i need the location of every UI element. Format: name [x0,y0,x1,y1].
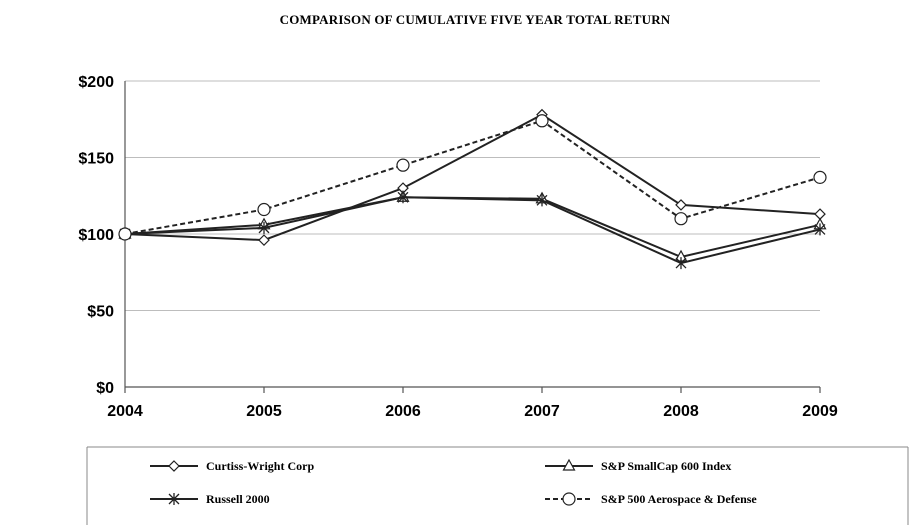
x-tick-label: 2004 [107,403,143,420]
data-point-sandp-500-aerospace-and-defense [396,158,410,172]
data-point-russell-2000 [814,223,826,236]
legend-marker [168,493,180,505]
data-point-curtiss-wright-corp [675,199,687,211]
grid [125,80,820,311]
legend-marker [562,458,576,471]
data-point-sandp-500-aerospace-and-defense [118,227,132,241]
chart-title: COMPARISON OF CUMULATIVE FIVE YEAR TOTAL… [280,12,671,27]
data-point-sandp-500-aerospace-and-defense [813,170,827,184]
data-point-russell-2000 [536,194,548,207]
data-point-sandp-500-aerospace-and-defense [257,202,271,217]
x-tick-label: 2007 [524,403,560,420]
data-point-curtiss-wright-corp [258,234,270,246]
y-tick-label: $150 [78,151,114,168]
x-tick-label: 2008 [663,403,699,420]
legend-label: S&P SmallCap 600 Index [601,459,731,473]
data-point-sandp-500-aerospace-and-defense [674,212,688,226]
series-line-sandp-500-aerospace-and-defense [124,119,821,235]
data-point-russell-2000 [258,221,270,234]
series-line-russell-2000 [124,196,821,265]
y-tick-label: $100 [78,227,114,244]
data-point-russell-2000 [397,191,409,204]
data-point-russell-2000 [675,257,687,270]
legend: Curtiss-Wright Corp S&P SmallCap 600 Inde… [86,446,909,525]
legend-label: Curtiss-Wright Corp [206,459,314,473]
x-tick-label: 2009 [802,403,838,420]
legend-marker [562,492,576,506]
x-tick-label: 2006 [385,403,421,420]
series-lines [118,108,827,270]
y-tick-label: $50 [87,304,114,321]
y-tick-label: $200 [78,74,114,91]
legend-marker [168,460,180,472]
y-tick-label: $0 [96,380,114,397]
legend-label: Russell 2000 [206,492,270,506]
legend-label: S&P 500 Aerospace & Defense [601,492,757,506]
x-tick-label: 2005 [246,403,282,420]
series-line-curtiss-wright-corp [124,113,821,242]
axes: $0 $50 $100 $150 $200 2004 2005 2006 2007 2008 200… [78,74,837,420]
data-point-sandp-500-aerospace-and-defense [535,114,549,128]
